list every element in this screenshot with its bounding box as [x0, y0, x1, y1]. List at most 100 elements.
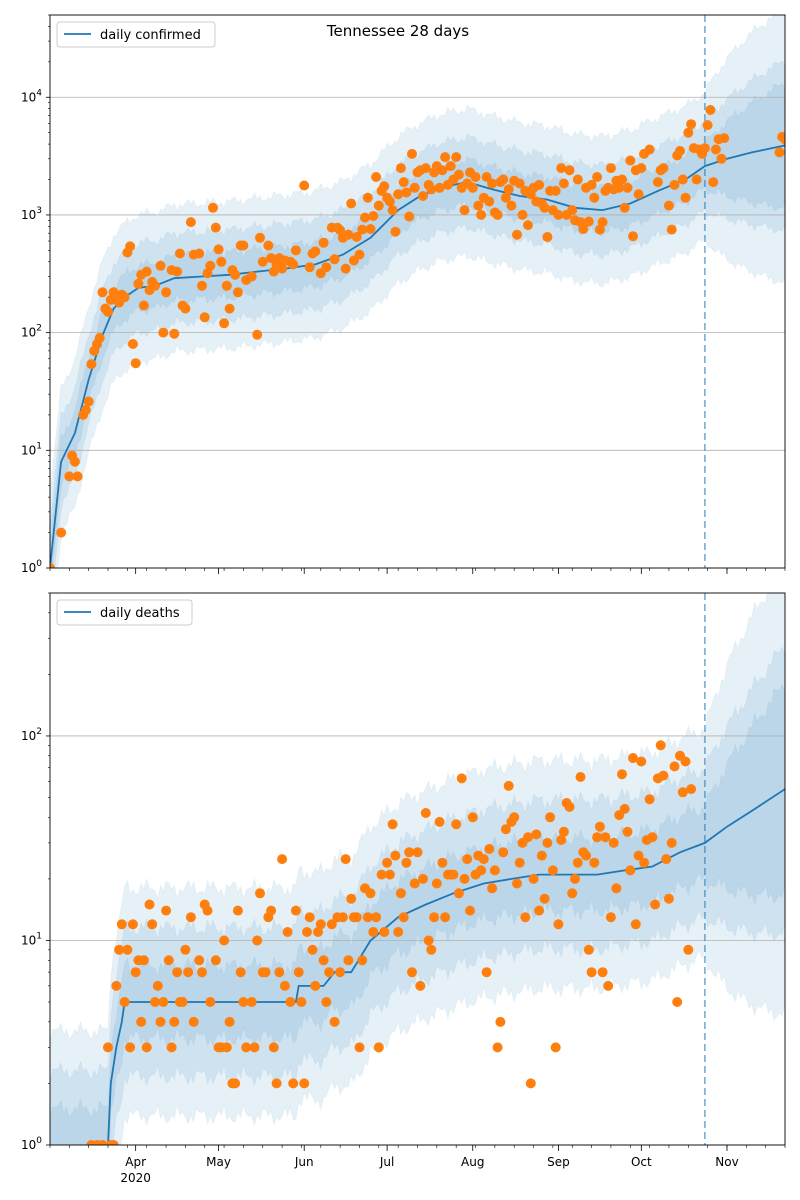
- data-point: [420, 163, 431, 174]
- data-point: [161, 287, 172, 298]
- data-point: [346, 198, 357, 209]
- data-point: [324, 967, 335, 978]
- data-point: [453, 169, 464, 180]
- data-point: [683, 944, 694, 955]
- data-point: [56, 527, 67, 538]
- data-point: [310, 980, 321, 991]
- data-point: [335, 967, 346, 978]
- data-point: [329, 254, 340, 265]
- data-point: [401, 857, 412, 868]
- data-point: [630, 919, 641, 930]
- data-point: [94, 333, 105, 343]
- data-point: [401, 187, 412, 198]
- data-point: [318, 955, 329, 966]
- data-point: [393, 927, 404, 937]
- data-point: [644, 794, 655, 805]
- data-point: [285, 997, 296, 1007]
- data-point: [451, 152, 462, 163]
- data-point: [221, 280, 232, 291]
- data-point: [174, 248, 185, 259]
- data-point: [141, 266, 152, 277]
- data-point: [230, 269, 241, 280]
- data-point: [470, 172, 481, 182]
- data-point: [683, 127, 694, 138]
- data-point: [210, 222, 221, 233]
- data-point: [716, 153, 727, 164]
- data-point: [144, 899, 155, 910]
- data-point: [111, 980, 122, 991]
- data-point: [373, 1042, 384, 1053]
- data-point: [575, 772, 586, 782]
- data-point: [335, 225, 346, 236]
- data-point: [83, 396, 94, 407]
- data-point: [553, 209, 564, 220]
- x-tick-label: Aug: [461, 1155, 484, 1169]
- data-point: [393, 189, 404, 200]
- data-point: [197, 967, 207, 978]
- data-point: [271, 1078, 282, 1089]
- data-point: [384, 869, 395, 880]
- data-point: [337, 912, 348, 923]
- data-point: [639, 857, 650, 868]
- data-point: [249, 1042, 260, 1053]
- data-point: [136, 1016, 147, 1027]
- data-point: [484, 844, 495, 854]
- data-point: [412, 847, 423, 858]
- data-point: [719, 133, 730, 144]
- data-point: [138, 955, 149, 966]
- data-point: [255, 888, 265, 899]
- data-point: [686, 119, 697, 130]
- data-point: [329, 1016, 340, 1027]
- data-point: [473, 200, 484, 211]
- data-point: [503, 184, 514, 195]
- data-point: [376, 869, 387, 880]
- x-tick-label: Jul: [379, 1155, 394, 1169]
- data-point: [453, 888, 464, 899]
- x-tick-label: Nov: [715, 1155, 738, 1169]
- data-point: [379, 181, 390, 192]
- data-point: [252, 935, 263, 946]
- x-tick-sublabel: 2020: [120, 1171, 151, 1185]
- data-point: [465, 905, 475, 916]
- data-point: [185, 912, 196, 923]
- data-point: [705, 105, 716, 115]
- data-point: [481, 967, 492, 978]
- data-point: [558, 178, 569, 189]
- data-point: [625, 155, 636, 166]
- data-point: [633, 189, 644, 200]
- data-point: [340, 263, 351, 274]
- data-point: [506, 200, 517, 211]
- legend: daily deaths: [56, 599, 193, 626]
- data-point: [467, 182, 478, 193]
- data-point: [221, 1042, 232, 1053]
- data-point: [558, 826, 569, 837]
- data-point: [636, 163, 647, 174]
- data-point: [680, 756, 691, 767]
- data-point: [636, 756, 647, 767]
- data-point: [395, 888, 406, 899]
- data-point: [611, 883, 622, 894]
- data-point: [155, 260, 166, 271]
- data-point: [547, 865, 558, 876]
- data-point: [539, 893, 550, 904]
- data-point: [127, 919, 138, 930]
- data-point: [487, 178, 498, 189]
- data-point: [252, 329, 263, 340]
- data-point: [512, 878, 522, 889]
- data-point: [669, 179, 680, 190]
- data-point: [592, 172, 603, 182]
- data-point: [119, 292, 130, 303]
- data-point: [351, 912, 362, 923]
- data-point: [362, 192, 373, 203]
- data-point: [404, 211, 415, 222]
- data-point: [589, 857, 600, 868]
- data-point: [387, 205, 398, 216]
- data-point: [177, 997, 188, 1007]
- data-point: [290, 245, 301, 256]
- data-point: [625, 865, 636, 876]
- data-point: [282, 927, 293, 937]
- data-point: [238, 997, 249, 1007]
- data-point: [409, 878, 420, 889]
- data-point: [431, 878, 442, 889]
